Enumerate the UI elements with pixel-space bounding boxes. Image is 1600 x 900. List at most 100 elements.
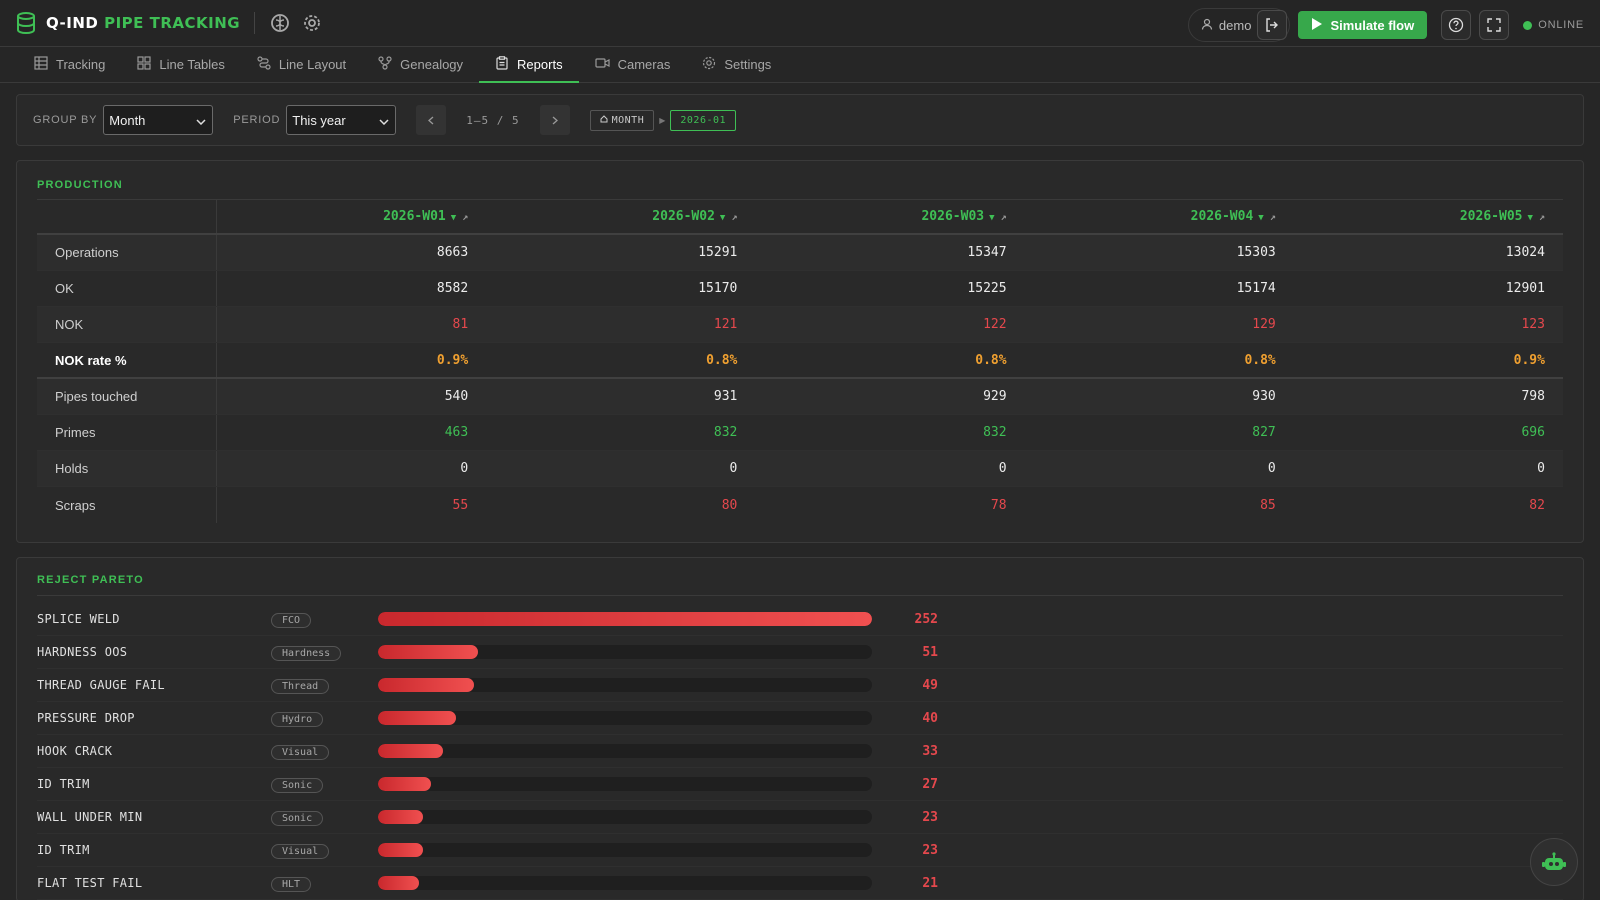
station-tag: Sonic: [271, 810, 324, 826]
help-icon: [1449, 17, 1464, 33]
pareto-bar: [378, 843, 424, 857]
sort-down-icon: ▼: [719, 212, 726, 223]
assistant-button[interactable]: [1530, 838, 1578, 886]
pareto-bar: [378, 876, 420, 890]
pareto-bar: [378, 777, 431, 791]
sort-down-icon: ▼: [1258, 212, 1264, 223]
table-cell: 0: [729, 461, 738, 476]
sort-down-icon: ▼: [450, 212, 457, 223]
simulate-flow-button[interactable]: Simulate flow: [1298, 11, 1428, 39]
defect-name: HOOK CRACK: [37, 744, 113, 758]
column-header[interactable]: 2026-W04 ▼ ↗: [1025, 209, 1294, 224]
brand-secondary: PIPE TRACKING: [104, 14, 241, 32]
drill-link-icon[interactable]: ↗: [1269, 211, 1276, 223]
column-header[interactable]: 2026-W02 ▼ ↗: [486, 209, 755, 224]
drill-link-icon[interactable]: ↗: [1000, 211, 1007, 223]
tab-genealogy[interactable]: Genealogy: [362, 47, 479, 82]
fullscreen-button[interactable]: [1479, 10, 1510, 40]
table-cell: 12901: [1505, 281, 1545, 296]
defect-name: ID TRIM: [37, 843, 90, 857]
pareto-bar-track: [378, 810, 872, 824]
defect-name: FLAT TEST FAIL: [37, 876, 143, 890]
row-label: Scraps: [37, 487, 217, 523]
drill-link-icon[interactable]: ↗: [1538, 211, 1545, 223]
defect-count: 40: [922, 710, 938, 726]
camera-icon: [594, 56, 610, 73]
table-cell: 15170: [698, 281, 738, 296]
station-tag: Thread: [271, 678, 330, 694]
help-button[interactable]: [1441, 10, 1472, 40]
connection-status: ONLINE: [1523, 19, 1584, 31]
table-cell: 0: [1267, 461, 1276, 476]
table-row: Holds 0 0 0 0 0: [37, 451, 1563, 487]
tree-icon: [378, 56, 392, 73]
station-tag: Hardness: [271, 645, 342, 661]
table-cell: 798: [1521, 389, 1545, 404]
logout-button[interactable]: [1257, 10, 1288, 40]
simulate-flow-label: Simulate flow: [1330, 17, 1415, 33]
table-cell: 8582: [436, 281, 469, 296]
station-tag: Sonic: [271, 777, 324, 793]
chevron-left-icon: [428, 116, 434, 124]
pareto-row[interactable]: PRESSURE DROP Hydro 40: [37, 702, 1563, 735]
table-cell: 930: [1252, 389, 1276, 404]
table-row: Primes 463 832 832 827 696: [37, 415, 1563, 451]
table-row: NOK rate % 0.9% 0.8% 0.8% 0.8% 0.9%: [37, 343, 1563, 379]
defect-name: WALL UNDER MIN: [37, 810, 143, 824]
defect-count: 23: [922, 842, 938, 858]
table-cell: 931: [713, 389, 738, 404]
tab-settings[interactable]: Settings: [686, 47, 787, 82]
tab-line-layout[interactable]: Line Layout: [241, 47, 362, 82]
period-select[interactable]: This year: [286, 105, 397, 135]
pareto-row[interactable]: WALL UNDER MIN Sonic 23: [37, 801, 1563, 834]
table-row: Operations 8663 15291 15347 15303 13024: [37, 235, 1563, 271]
defect-count: 33: [922, 743, 938, 759]
pareto-bar: [378, 645, 478, 659]
row-label: NOK: [37, 307, 217, 342]
tab-label: Line Layout: [278, 57, 347, 72]
user-menu[interactable]: demo: [1187, 8, 1291, 42]
tab-label: Reports: [517, 57, 563, 72]
table-cell: 463: [444, 425, 469, 440]
drill-link-icon[interactable]: ↗: [731, 211, 738, 223]
tab-reports[interactable]: Reports: [479, 47, 579, 83]
table-cell: 122: [983, 317, 1007, 332]
drill-link-icon[interactable]: ↗: [462, 211, 469, 223]
breadcrumb-month[interactable]: MONTH: [589, 109, 655, 131]
row-label: Holds: [37, 451, 217, 486]
group-by-select[interactable]: Month: [103, 105, 214, 135]
page-indicator: 1–5 / 5: [466, 113, 520, 127]
pareto-row[interactable]: ID TRIM Visual 23: [37, 834, 1563, 867]
tab-line-tables[interactable]: Line Tables: [121, 47, 241, 82]
user-icon: [1201, 18, 1213, 33]
column-header[interactable]: 2026-W01 ▼ ↗: [217, 209, 486, 224]
row-label: OK: [37, 271, 217, 306]
column-header[interactable]: 2026-W05 ▼ ↗: [1294, 209, 1563, 224]
pareto-row[interactable]: HOOK CRACK Visual 33: [37, 735, 1563, 768]
brain-icon[interactable]: [269, 12, 291, 34]
table-row: Pipes touched 540 931 929 930 798: [37, 379, 1563, 415]
pareto-row[interactable]: SPLICE WELD FCO 252: [37, 603, 1563, 636]
table-cell: 15347: [967, 245, 1007, 260]
cog-icon[interactable]: [301, 12, 323, 34]
breadcrumb-label: MONTH: [611, 114, 645, 126]
pareto-row[interactable]: HARDNESS OOS Hardness 51: [37, 636, 1563, 669]
pareto-row[interactable]: FLAT TEST FAIL HLT 21: [37, 867, 1563, 900]
defect-count: 252: [914, 611, 938, 627]
next-page-button[interactable]: [539, 105, 570, 135]
pareto-row[interactable]: ID TRIM Sonic 27: [37, 768, 1563, 801]
table-cell: 15303: [1236, 245, 1276, 260]
defect-count: 27: [922, 776, 938, 792]
prev-page-button[interactable]: [416, 105, 447, 135]
station-tag: Visual: [271, 744, 330, 760]
table-icon: [34, 56, 48, 73]
tab-cameras[interactable]: Cameras: [579, 47, 687, 82]
column-header[interactable]: 2026-W03 ▼ ↗: [755, 209, 1024, 224]
period-value: This year: [292, 112, 346, 128]
tab-tracking[interactable]: Tracking: [18, 47, 121, 82]
breadcrumb-current[interactable]: 2026-01: [670, 109, 737, 131]
user-name: demo: [1218, 17, 1252, 33]
pareto-row[interactable]: THREAD GAUGE FAIL Thread 49: [37, 669, 1563, 702]
station-tag: Visual: [271, 843, 330, 859]
table-cell: 0.8%: [706, 352, 738, 368]
